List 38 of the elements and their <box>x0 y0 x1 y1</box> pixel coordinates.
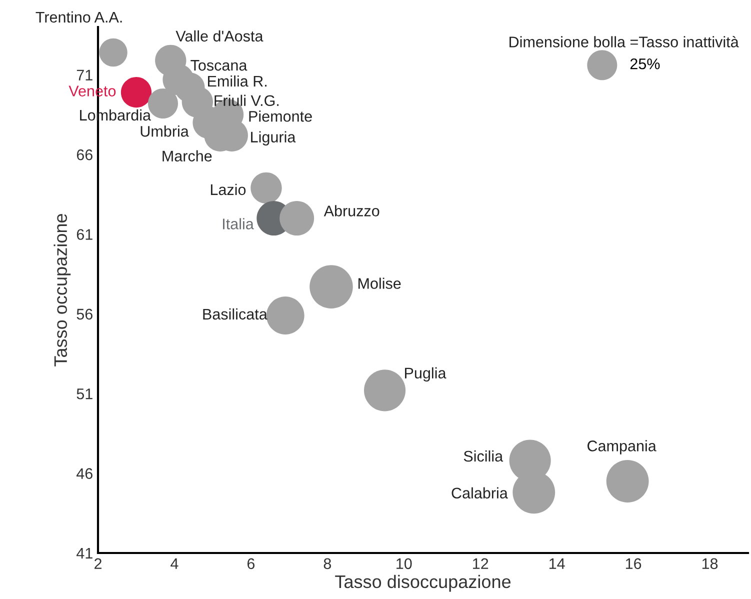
series-label: Calabria <box>452 487 508 499</box>
y-axis-title: Tasso occupazione <box>54 214 71 366</box>
y-tick-label: 41 <box>76 548 92 559</box>
series-label: Marche <box>162 150 212 162</box>
series-label: Trentino A.A. <box>36 11 122 23</box>
series-label: Sicilia <box>464 450 504 462</box>
series-label: Abruzzo <box>324 205 380 216</box>
y-tick-label: 61 <box>76 229 92 240</box>
legend-title: Dimensione bolla =Tasso inattività <box>510 36 739 48</box>
x-tick-label: 14 <box>549 558 565 569</box>
series-label: Lazio <box>210 184 246 196</box>
y-tick-label: 46 <box>76 468 92 479</box>
series-label: Friuli V.G. <box>214 94 279 106</box>
x-tick-label: 8 <box>324 558 331 570</box>
x-tick-label: 18 <box>702 558 718 570</box>
series-label: Italia <box>223 218 254 230</box>
series-label: Valle d'Aosta <box>176 30 264 42</box>
series-label: Basilicata <box>203 308 268 320</box>
legend-label: 25% <box>630 58 660 70</box>
series-label: Emilia R. <box>208 75 266 87</box>
x-tick-label: 10 <box>396 558 412 570</box>
x-tick-label: 16 <box>626 558 642 570</box>
y-tick-label: 56 <box>76 308 92 320</box>
y-tick-label: 66 <box>76 149 92 160</box>
x-tick-label: 6 <box>247 558 255 570</box>
series-label: Campania <box>588 440 656 454</box>
y-tick-label: 71 <box>76 70 92 80</box>
series-label: Umbria <box>140 126 189 137</box>
series-label: Molise <box>358 278 401 289</box>
series-label: Toscana <box>190 60 248 71</box>
x-tick-label: 12 <box>473 558 488 569</box>
x-tick-label: 2 <box>94 558 102 569</box>
series-label: Puglia <box>405 367 446 382</box>
x-tick-label: 4 <box>170 558 178 569</box>
series-label: Liguria <box>251 131 296 146</box>
y-tick-label: 51 <box>76 388 92 400</box>
x-axis-title: Tasso disoccupazione <box>335 574 511 592</box>
series-label: Piemonte <box>249 110 312 122</box>
